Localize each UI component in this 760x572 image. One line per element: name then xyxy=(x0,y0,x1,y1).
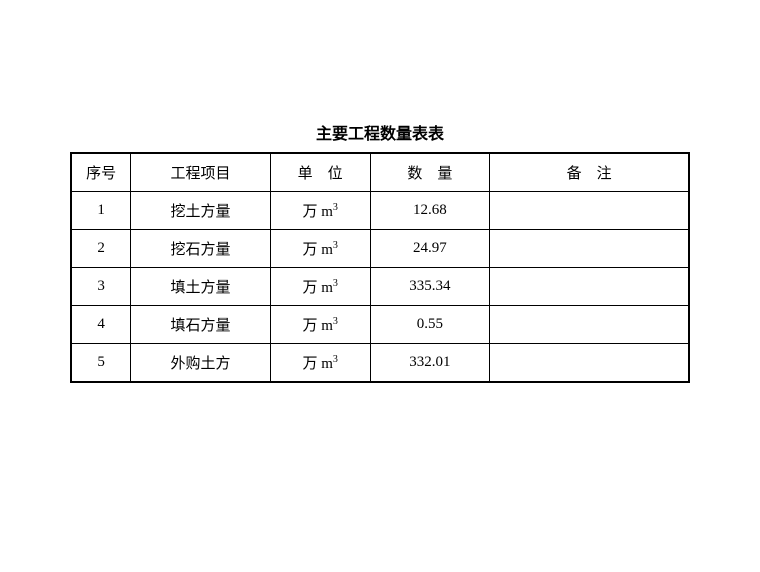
cell-unit: 万 m3 xyxy=(270,306,370,344)
cell-project: 挖石方量 xyxy=(131,230,270,268)
header-seq: 序号 xyxy=(71,153,131,192)
cell-unit: 万 m3 xyxy=(270,268,370,306)
engineering-quantity-table: 序号 工程项目 单 位 数 量 备 注 1 挖土方量 万 m3 12.68 2 … xyxy=(70,152,690,383)
cell-quantity: 332.01 xyxy=(370,344,490,383)
cell-seq: 3 xyxy=(71,268,131,306)
cell-project: 填土方量 xyxy=(131,268,270,306)
cell-unit: 万 m3 xyxy=(270,344,370,383)
cell-remark xyxy=(490,306,689,344)
header-unit: 单 位 xyxy=(270,153,370,192)
cell-seq: 1 xyxy=(71,192,131,230)
cell-quantity: 24.97 xyxy=(370,230,490,268)
cell-remark xyxy=(490,268,689,306)
cell-unit: 万 m3 xyxy=(270,192,370,230)
cell-project: 外购土方 xyxy=(131,344,270,383)
cell-remark xyxy=(490,192,689,230)
cell-seq: 5 xyxy=(71,344,131,383)
document-container: 主要工程数量表表 序号 工程项目 单 位 数 量 备 注 1 挖土方量 万 m3… xyxy=(70,120,690,383)
cell-project: 填石方量 xyxy=(131,306,270,344)
cell-project: 挖土方量 xyxy=(131,192,270,230)
cell-seq: 2 xyxy=(71,230,131,268)
header-remark: 备 注 xyxy=(490,153,689,192)
table-row: 3 填土方量 万 m3 335.34 xyxy=(71,268,689,306)
table-title: 主要工程数量表表 xyxy=(70,120,690,144)
cell-quantity: 12.68 xyxy=(370,192,490,230)
header-quantity: 数 量 xyxy=(370,153,490,192)
header-project: 工程项目 xyxy=(131,153,270,192)
table-row: 4 填石方量 万 m3 0.55 xyxy=(71,306,689,344)
cell-remark xyxy=(490,230,689,268)
table-row: 1 挖土方量 万 m3 12.68 xyxy=(71,192,689,230)
cell-unit: 万 m3 xyxy=(270,230,370,268)
table-header-row: 序号 工程项目 单 位 数 量 备 注 xyxy=(71,153,689,192)
table-row: 5 外购土方 万 m3 332.01 xyxy=(71,344,689,383)
table-row: 2 挖石方量 万 m3 24.97 xyxy=(71,230,689,268)
cell-seq: 4 xyxy=(71,306,131,344)
cell-quantity: 335.34 xyxy=(370,268,490,306)
cell-remark xyxy=(490,344,689,383)
cell-quantity: 0.55 xyxy=(370,306,490,344)
